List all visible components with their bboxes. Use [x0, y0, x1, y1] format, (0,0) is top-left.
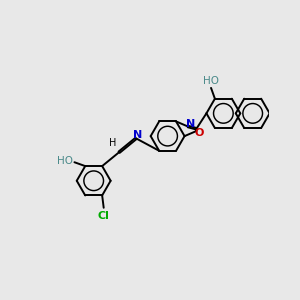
Text: N: N — [133, 130, 142, 140]
Text: N: N — [186, 119, 195, 129]
Text: O: O — [194, 128, 203, 138]
Text: HO: HO — [57, 157, 73, 166]
Text: Cl: Cl — [98, 211, 109, 221]
Text: HO: HO — [203, 76, 219, 85]
Text: H: H — [109, 138, 117, 148]
